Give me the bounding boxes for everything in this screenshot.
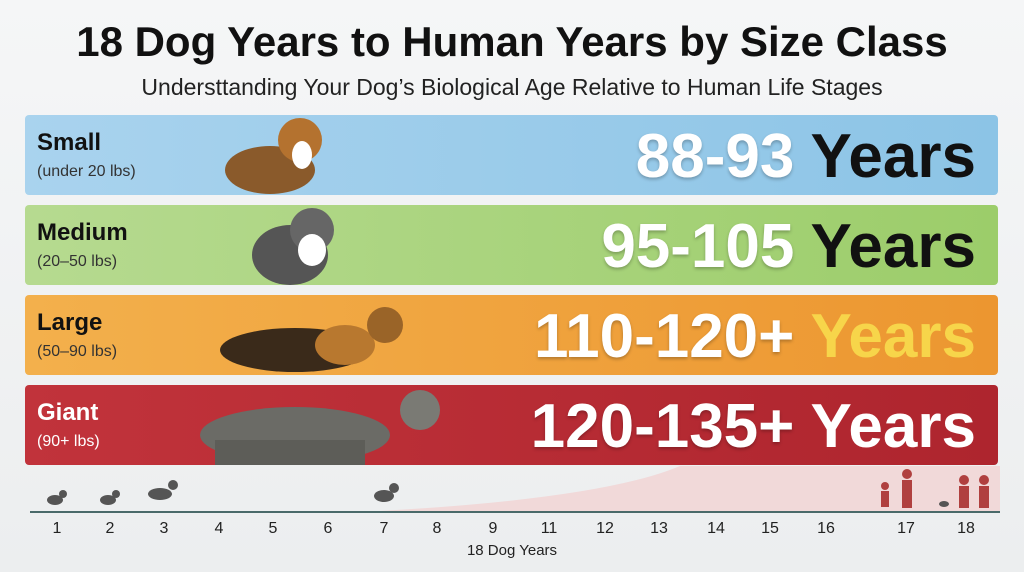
axis-tick-label: 1 (52, 520, 62, 537)
axis-tick-label: 2 (105, 520, 115, 537)
size-label: Large (37, 309, 103, 336)
year-range: 120-135+ (530, 392, 795, 461)
dog-image (252, 208, 334, 285)
axis-tick-label: 3 (159, 520, 169, 537)
dog-icons (47, 480, 949, 507)
human-years: 95-105 Years (601, 211, 976, 282)
size-label: Medium (37, 219, 128, 246)
axis-tick-label: 18 (957, 520, 975, 537)
title: 18 Dog Years to Human Years by Size Clas… (76, 18, 948, 65)
size-row: Large (50–90 lbs) 110-120+ Years (25, 295, 998, 375)
age-area (360, 466, 1000, 512)
human-icons (881, 469, 989, 508)
size-sublabel: (50–90 lbs) (37, 343, 118, 360)
axis-tick-label: 9 (488, 520, 498, 537)
human-years: 88-93 Years (636, 121, 976, 192)
axis-tick-label: 8 (432, 520, 442, 537)
axis-tick-label: 5 (268, 520, 278, 537)
axis-tick-label: 12 (596, 520, 614, 537)
size-sublabel: (under 20 lbs) (37, 163, 136, 180)
year-unit: Years (810, 302, 976, 371)
year-unit: Years (810, 122, 976, 191)
year-range: 110-120+ (534, 302, 795, 371)
dog-image (225, 118, 322, 194)
human-years: 120-135+ Years (531, 391, 976, 462)
axis-tick-label: 16 (817, 520, 835, 537)
size-row: Small (under 20 lbs) 88-93 Years (25, 115, 998, 195)
dog-image (220, 307, 403, 372)
size-label: Small (37, 129, 102, 156)
size-sublabel: (20–50 lbs) (37, 253, 118, 270)
axis-tick-label: 7 (379, 520, 389, 537)
size-label: Giant (37, 399, 99, 426)
axis-tick-label: 6 (323, 520, 333, 537)
axis-tick-label: 15 (761, 520, 779, 537)
size-row: Giant (90+ lbs) 120-135+ Years (25, 385, 998, 465)
axis-tick-label: 14 (707, 520, 725, 537)
year-range: 88-93 (635, 122, 795, 191)
axis-tick-label: 13 (650, 520, 668, 537)
axis-tick-label: 11 (540, 520, 558, 537)
axis-label: 18 Dog Years (466, 542, 558, 559)
size-sublabel: (90+ lbs) (37, 433, 100, 450)
axis-tick-label: 17 (897, 520, 915, 537)
subtitle: Understtanding Your Dog’s Biological Age… (141, 74, 883, 100)
axis-tick-label: 4 (214, 520, 224, 537)
dog-image (200, 390, 440, 465)
year-unit: Years (810, 392, 976, 461)
year-unit: Years (810, 212, 976, 281)
year-range: 95-105 (601, 212, 795, 281)
size-row: Medium (20–50 lbs) 95-105 Years (25, 205, 998, 285)
human-years: 110-120+ Years (534, 301, 976, 372)
